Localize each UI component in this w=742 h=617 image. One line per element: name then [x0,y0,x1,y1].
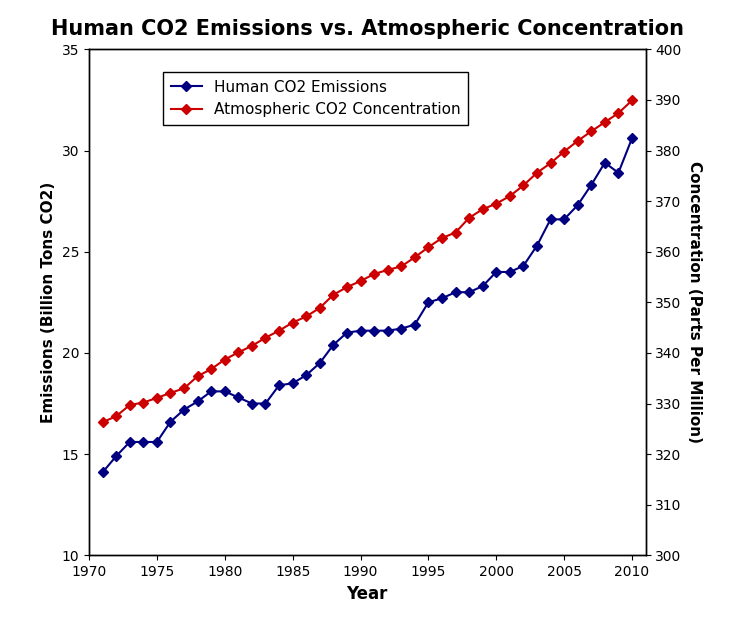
Human CO2 Emissions [112,452,121,460]
Y-axis label: Concentration (Parts Per Million): Concentration (Parts Per Million) [688,161,703,444]
Legend: Human CO2 Emissions, Atmospheric CO2 Concentration: Human CO2 Emissions, Atmospheric CO2 Con… [163,72,468,125]
Human CO2 Emissions [438,294,447,302]
Atmospheric CO2 Concentration [519,182,528,189]
Human CO2 Emissions [410,321,419,328]
Human CO2 Emissions [261,400,270,407]
Atmospheric CO2 Concentration [152,394,161,402]
Human CO2 Emissions [464,289,473,296]
Human CO2 Emissions [166,418,175,426]
Atmospheric CO2 Concentration [410,254,419,261]
Human CO2 Emissions [288,379,297,387]
Atmospheric CO2 Concentration [451,229,460,236]
Human CO2 Emissions [559,216,568,223]
Atmospheric CO2 Concentration [166,389,175,397]
Human CO2 Emissions [302,371,311,379]
Line: Human CO2 Emissions: Human CO2 Emissions [99,135,635,476]
Atmospheric CO2 Concentration [234,349,243,356]
Atmospheric CO2 Concentration [587,128,596,135]
Atmospheric CO2 Concentration [98,418,107,426]
Human CO2 Emissions [587,181,596,189]
Title: Human CO2 Emissions vs. Atmospheric Concentration: Human CO2 Emissions vs. Atmospheric Conc… [50,20,684,39]
Atmospheric CO2 Concentration [261,334,270,341]
Atmospheric CO2 Concentration [492,200,501,207]
Human CO2 Emissions [628,135,637,142]
Human CO2 Emissions [139,438,148,445]
Human CO2 Emissions [600,159,609,167]
Human CO2 Emissions [451,289,460,296]
Atmospheric CO2 Concentration [559,148,568,155]
Atmospheric CO2 Concentration [288,319,297,326]
Atmospheric CO2 Concentration [356,278,365,285]
Atmospheric CO2 Concentration [329,291,338,299]
Human CO2 Emissions [356,327,365,334]
Human CO2 Emissions [533,242,542,249]
Human CO2 Emissions [478,283,487,290]
Human CO2 Emissions [343,329,352,336]
Y-axis label: Emissions (Billion Tons CO2): Emissions (Billion Tons CO2) [41,181,56,423]
Atmospheric CO2 Concentration [112,412,121,420]
Atmospheric CO2 Concentration [505,193,514,200]
Atmospheric CO2 Concentration [275,327,283,334]
Human CO2 Emissions [383,327,392,334]
Atmospheric CO2 Concentration [478,205,487,213]
Human CO2 Emissions [98,469,107,476]
Human CO2 Emissions [180,406,188,413]
Atmospheric CO2 Concentration [424,244,433,251]
Human CO2 Emissions [397,325,406,333]
Atmospheric CO2 Concentration [546,159,555,167]
Human CO2 Emissions [614,169,623,176]
Human CO2 Emissions [207,387,216,395]
Atmospheric CO2 Concentration [600,118,609,126]
Human CO2 Emissions [220,387,229,395]
Human CO2 Emissions [574,202,582,209]
Human CO2 Emissions [329,341,338,349]
Human CO2 Emissions [370,327,378,334]
Atmospheric CO2 Concentration [628,97,637,104]
Atmospheric CO2 Concentration [383,267,392,274]
Human CO2 Emissions [424,299,433,306]
Atmospheric CO2 Concentration [220,356,229,363]
Human CO2 Emissions [193,398,202,405]
Human CO2 Emissions [125,438,134,445]
Human CO2 Emissions [315,359,324,366]
Human CO2 Emissions [546,216,555,223]
Atmospheric CO2 Concentration [180,384,188,392]
Human CO2 Emissions [152,438,161,445]
Atmospheric CO2 Concentration [207,365,216,373]
X-axis label: Year: Year [347,584,388,603]
Atmospheric CO2 Concentration [574,137,582,144]
Atmospheric CO2 Concentration [464,214,473,222]
Human CO2 Emissions [275,381,283,389]
Atmospheric CO2 Concentration [193,373,202,380]
Atmospheric CO2 Concentration [302,313,311,320]
Atmospheric CO2 Concentration [139,399,148,406]
Atmospheric CO2 Concentration [397,263,406,270]
Human CO2 Emissions [519,262,528,270]
Human CO2 Emissions [492,268,501,276]
Atmospheric CO2 Concentration [125,401,134,408]
Atmospheric CO2 Concentration [248,342,257,350]
Human CO2 Emissions [248,400,257,407]
Atmospheric CO2 Concentration [614,109,623,117]
Human CO2 Emissions [234,394,243,401]
Atmospheric CO2 Concentration [438,234,447,242]
Human CO2 Emissions [505,268,514,276]
Line: Atmospheric CO2 Concentration: Atmospheric CO2 Concentration [99,97,635,426]
Atmospheric CO2 Concentration [533,169,542,176]
Atmospheric CO2 Concentration [370,270,378,278]
Atmospheric CO2 Concentration [315,304,324,312]
Atmospheric CO2 Concentration [343,283,352,291]
